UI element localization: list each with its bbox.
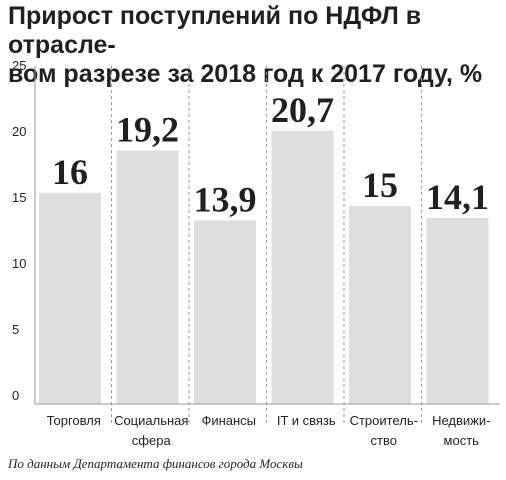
- data-label: 19,2: [116, 110, 179, 150]
- category-label: Строитель-: [350, 413, 418, 428]
- data-label: 16: [52, 152, 88, 192]
- bar: [39, 192, 101, 404]
- bar: [116, 150, 179, 404]
- category-label: Торговля: [47, 413, 101, 428]
- y-tick-label: 25: [12, 58, 26, 73]
- category-label: IT и связь: [277, 413, 336, 428]
- data-label: 13,9: [194, 180, 257, 220]
- bar: [271, 130, 334, 404]
- data-label: 15: [362, 165, 398, 205]
- chart-title: Прирост поступлений по НДФЛ в отрасле- в…: [8, 2, 483, 88]
- y-tick-label: 10: [12, 256, 26, 271]
- category-label: Финансы: [201, 413, 256, 428]
- bar: [349, 206, 411, 404]
- bar: [426, 217, 489, 404]
- y-tick-label: 20: [12, 124, 26, 139]
- category-label: сфера: [132, 433, 172, 448]
- y-tick-label: 15: [12, 190, 26, 205]
- y-tick-label: 0: [12, 388, 19, 403]
- source-note: По данным Департамента финансов города М…: [8, 456, 303, 471]
- data-label: 14,1: [426, 177, 489, 217]
- category-label: мость: [444, 433, 480, 448]
- category-label: ство: [371, 433, 397, 448]
- category-label: Недвижи-: [432, 413, 490, 428]
- data-label: 20,7: [271, 90, 334, 130]
- category-label: Социальная: [114, 413, 188, 428]
- y-tick-label: 5: [12, 322, 19, 337]
- bar: [194, 220, 256, 404]
